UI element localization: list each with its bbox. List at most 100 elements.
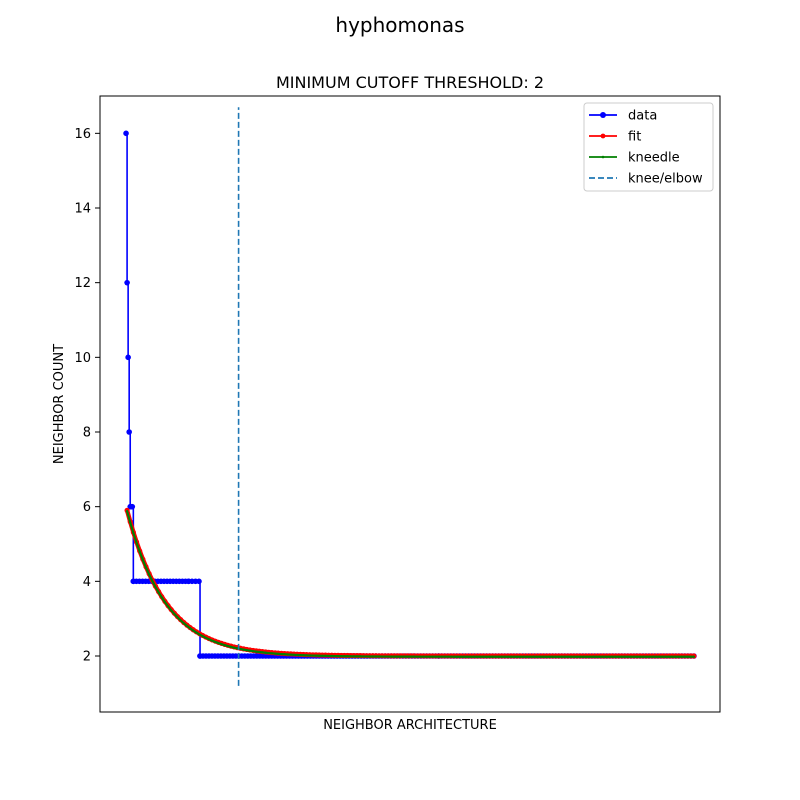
series-kneedle-point xyxy=(661,655,664,658)
series-kneedle-point xyxy=(450,655,453,658)
series-kneedle-point xyxy=(204,636,207,639)
series-data-point xyxy=(185,578,192,585)
series-data-point xyxy=(123,130,129,137)
series-kneedle-point xyxy=(588,655,592,658)
series-kneedle-point xyxy=(198,633,201,636)
series-kneedle-point xyxy=(412,655,415,658)
series-kneedle-point xyxy=(434,655,437,658)
series-kneedle-point xyxy=(226,644,229,648)
series-data-point xyxy=(197,653,203,659)
series-kneedle-point xyxy=(655,655,658,658)
series-kneedle-point xyxy=(141,558,144,562)
series-kneedle-point xyxy=(365,655,368,658)
series-kneedle-point xyxy=(362,655,365,658)
series-kneedle-point xyxy=(277,652,280,655)
series-kneedle-point xyxy=(466,655,469,658)
series-kneedle-point xyxy=(302,654,305,657)
series-kneedle-point xyxy=(620,655,623,658)
series-kneedle-point xyxy=(560,655,563,658)
series-kneedle-point xyxy=(396,655,400,658)
series-kneedle-point xyxy=(592,655,595,658)
series-kneedle-point xyxy=(686,655,689,658)
series-kneedle-point xyxy=(330,654,333,658)
series-kneedle-point xyxy=(503,655,507,658)
series-kneedle-point xyxy=(636,655,639,658)
legend: data fit kneedle knee/elbow xyxy=(583,102,714,192)
series-kneedle-point xyxy=(125,510,129,513)
series-kneedle-point xyxy=(289,653,292,656)
series-kneedle-point xyxy=(403,655,406,658)
series-kneedle-point xyxy=(607,655,611,658)
series-kneedle-point xyxy=(324,654,327,657)
series-kneedle-point xyxy=(318,654,321,657)
series-kneedle-point xyxy=(680,655,683,658)
series-kneedle-point xyxy=(305,654,308,657)
series-kneedle-point xyxy=(176,616,179,619)
series-kneedle-point xyxy=(264,651,267,654)
series-kneedle-point xyxy=(299,654,302,657)
series-kneedle-point xyxy=(453,655,456,658)
series-kneedle-point xyxy=(431,655,434,658)
series-kneedle-point xyxy=(648,655,651,658)
series-kneedle-point xyxy=(576,655,579,658)
series-kneedle-point xyxy=(390,655,393,658)
series-kneedle-point xyxy=(248,649,252,652)
series-kneedle-point xyxy=(475,655,478,658)
y-tick-label: 4 xyxy=(83,575,91,590)
series-kneedle-point xyxy=(459,655,463,658)
series-kneedle-point xyxy=(513,655,516,658)
series-kneedle-point xyxy=(551,655,554,658)
series-kneedle-point xyxy=(163,600,166,604)
series-kneedle-point xyxy=(626,655,629,658)
series-kneedle-point xyxy=(677,655,680,658)
series-kneedle-point xyxy=(538,655,541,658)
series-kneedle-point xyxy=(220,643,223,646)
series-kneedle-point xyxy=(579,655,582,658)
series-kneedle-point xyxy=(573,655,576,658)
series-kneedle-point xyxy=(456,655,459,658)
series-kneedle-point xyxy=(160,596,163,599)
series-kneedle-point xyxy=(554,655,557,658)
series-kneedle-point xyxy=(393,655,396,658)
series-kneedle-point xyxy=(570,655,573,658)
series-kneedle-point xyxy=(670,655,674,658)
series-kneedle-point xyxy=(604,655,607,658)
legend-label: knee/elbow xyxy=(628,172,703,187)
series-kneedle-point xyxy=(563,655,566,658)
series-kneedle-point xyxy=(371,655,374,658)
series-kneedle-point xyxy=(683,655,686,658)
series-kneedle-point xyxy=(185,624,189,627)
series-kneedle-point xyxy=(610,655,614,658)
series-data-point xyxy=(129,503,136,510)
series-kneedle-point xyxy=(384,655,387,658)
series-kneedle-point xyxy=(447,655,450,658)
series-kneedle-point xyxy=(214,640,217,644)
y-tick-label: 16 xyxy=(74,127,91,142)
series-kneedle-point xyxy=(692,655,696,658)
legend-label: kneedle xyxy=(628,151,680,166)
series-kneedle-point xyxy=(283,653,286,656)
series-kneedle-point xyxy=(557,655,560,658)
series-kneedle-point xyxy=(440,655,444,658)
series-kneedle-point xyxy=(422,655,425,658)
series-kneedle-point xyxy=(582,655,585,658)
series-kneedle-point xyxy=(462,655,466,658)
series-kneedle-point xyxy=(617,655,620,658)
series-kneedle-point xyxy=(129,521,132,524)
series-kneedle-point xyxy=(387,655,390,658)
series-kneedle-point xyxy=(343,655,346,658)
legend-entry: fit xyxy=(589,130,641,145)
series-kneedle-point xyxy=(368,655,371,658)
series-kneedle-point xyxy=(217,641,220,645)
series-kneedle-point xyxy=(406,655,409,658)
series-kneedle-point xyxy=(658,655,661,658)
series-kneedle-point xyxy=(355,655,359,658)
series-kneedle-point xyxy=(491,655,494,658)
series-kneedle-point xyxy=(286,653,289,656)
series-kneedle-point xyxy=(327,654,330,658)
series-kneedle-point xyxy=(425,655,428,658)
series-kneedle-point xyxy=(566,655,570,658)
series-kneedle-point xyxy=(469,655,472,658)
series-data-point xyxy=(126,429,132,435)
series-kneedle-point xyxy=(689,655,692,658)
